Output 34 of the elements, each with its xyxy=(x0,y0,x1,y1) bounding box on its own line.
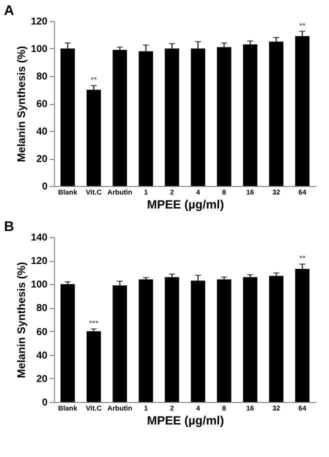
y-tick-label: 140 xyxy=(30,232,48,244)
bar xyxy=(295,268,310,402)
y-tick-label: 0 xyxy=(42,182,48,192)
y-tick-label: 40 xyxy=(36,350,48,362)
y-tick-label: 100 xyxy=(30,280,48,291)
annotation: ** xyxy=(90,76,97,85)
chart-title: B xyxy=(4,218,14,234)
bar xyxy=(216,47,232,186)
bar xyxy=(269,42,284,186)
y-axis-title: Melanin Synthesis (%) xyxy=(16,46,28,162)
bar xyxy=(86,90,101,186)
annotation: *** xyxy=(89,318,98,328)
y-tick-label: 0 xyxy=(42,398,48,408)
bar xyxy=(243,44,258,186)
chart-title: A xyxy=(4,2,14,18)
annotation: ** xyxy=(299,21,306,30)
bar xyxy=(112,285,127,402)
y-tick-label: 100 xyxy=(30,44,48,55)
y-tick-label: 80 xyxy=(36,303,48,314)
y-tick-label: 80 xyxy=(36,72,48,82)
y-axis-title: Melanin Synthesis (%) xyxy=(16,262,28,378)
y-tick-label: 60 xyxy=(36,99,48,110)
annotation: ** xyxy=(299,254,306,264)
x-axis-title: MPEE (µg/ml) xyxy=(147,414,224,428)
y-tick-label: 40 xyxy=(36,126,48,138)
y-tick-label: 20 xyxy=(36,154,48,165)
y-tick-label: 60 xyxy=(36,326,48,338)
bar xyxy=(164,277,180,402)
bar xyxy=(295,36,310,186)
x-axis-title: MPEE (µg/ml) xyxy=(147,198,224,212)
bar xyxy=(269,276,284,402)
y-tick-label: 120 xyxy=(30,16,48,28)
y-tick-label: 20 xyxy=(36,374,48,385)
y-tick-label: 120 xyxy=(30,256,48,268)
